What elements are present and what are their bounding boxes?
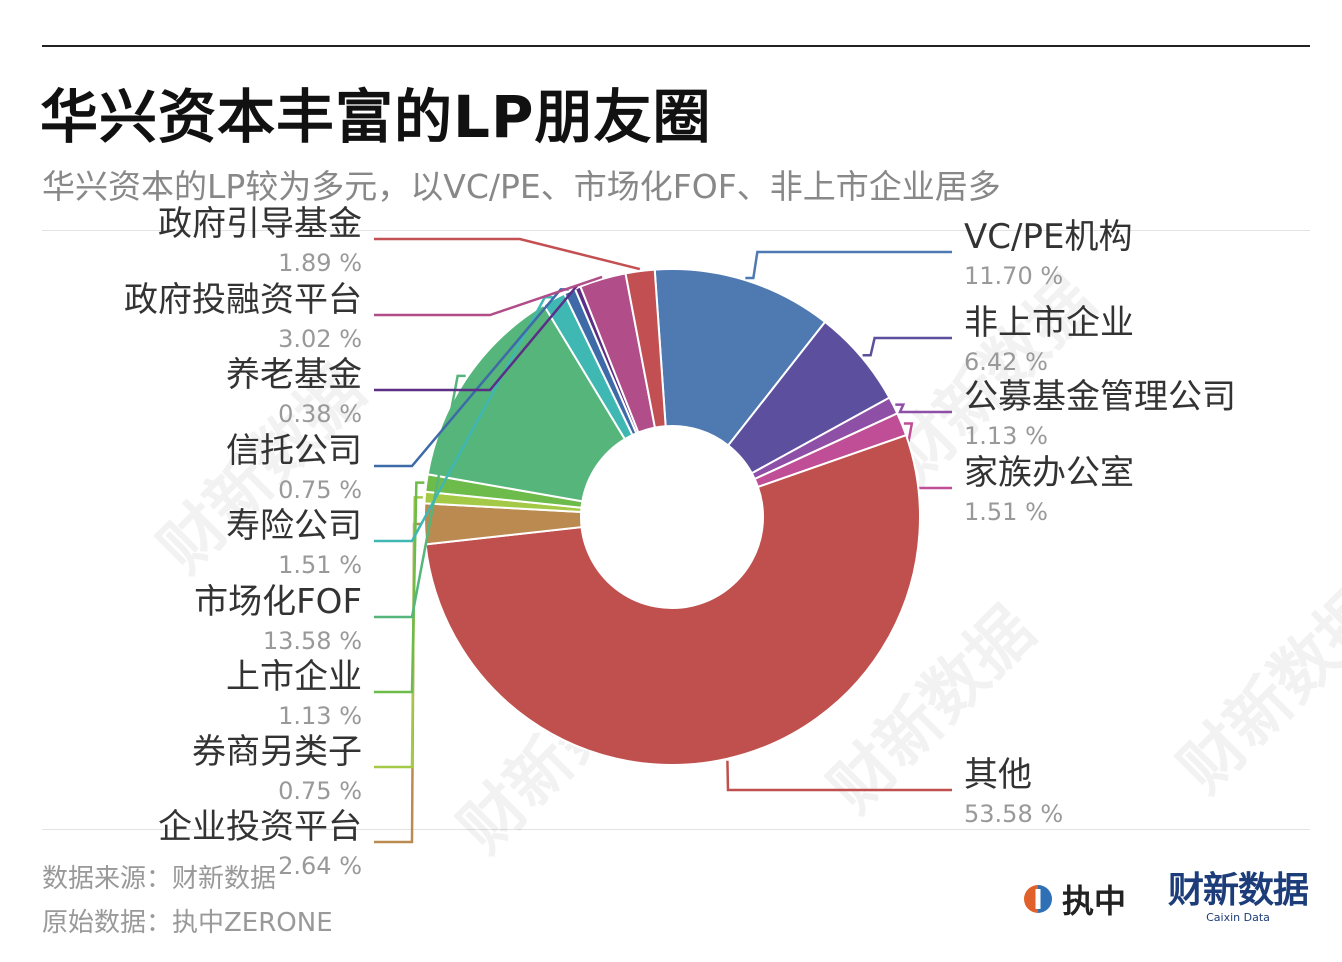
slice-value: 1.13 % — [278, 702, 362, 730]
zerone-logo: 执中 — [1022, 876, 1126, 922]
zerone-logo-mark — [1024, 885, 1052, 913]
leader-line — [374, 295, 553, 543]
slice-label: 政府引导基金 — [158, 204, 362, 244]
slice-label: 公募基金管理公司 — [964, 377, 1236, 417]
leader-line — [374, 237, 641, 271]
slice-value: 1.89 % — [278, 249, 362, 277]
donut-slice — [624, 268, 667, 429]
caixin-logo-subtext: Caixin Data — [1206, 911, 1270, 924]
slice-value: 11.70 % — [964, 262, 1063, 290]
slice-value: 2.64 % — [278, 852, 362, 880]
leader-line — [374, 374, 466, 619]
gridline-top — [42, 230, 1310, 231]
leader-line — [726, 760, 952, 792]
slice-value: 1.51 % — [964, 498, 1048, 526]
slice-value: 0.38 % — [278, 400, 362, 428]
donut-slice — [426, 303, 627, 503]
slice-label: 其他 — [964, 755, 1032, 795]
donut-slice — [653, 268, 827, 447]
caixin-logo-text: 财新数据 — [1168, 870, 1309, 911]
slice-value: 0.75 % — [278, 777, 362, 805]
top-rule — [42, 45, 1310, 47]
gridline-bottom — [42, 829, 1310, 830]
source-note: 数据来源：财新数据 — [42, 864, 277, 894]
slice-value: 3.02 % — [278, 325, 362, 353]
caixin-data-logo: 财新数据 Caixin Data — [1168, 870, 1309, 924]
slice-label: 养老基金 — [226, 355, 362, 395]
slice-value: 1.51 % — [278, 551, 362, 579]
slice-label: 上市企业 — [226, 657, 362, 697]
slice-value: 53.58 % — [964, 800, 1063, 828]
slice-label: VC/PE机构 — [964, 217, 1132, 257]
leader-line — [862, 336, 952, 357]
chart-subtitle: 华兴资本的LP较为多元，以VC/PE、市场化FOF、非上市企业居多 — [42, 167, 1001, 206]
zerone-logo-text: 执中 — [1062, 882, 1127, 920]
slice-label: 家族办公室 — [964, 453, 1134, 493]
slice-value: 0.75 % — [278, 476, 362, 504]
slice-label: 信托公司 — [226, 431, 362, 471]
original-data-note: 原始数据：执中ZERONE — [42, 908, 333, 938]
leader-line — [374, 275, 603, 317]
slice-label: 企业投资平台 — [158, 807, 362, 847]
donut-slice — [424, 433, 921, 766]
leader-line — [895, 403, 952, 414]
chart-title: 华兴资本丰富的LP朋友圈 — [40, 83, 712, 151]
slice-label: 寿险公司 — [226, 506, 362, 546]
slice-label: 非上市企业 — [964, 303, 1134, 343]
slice-label: 券商另类子 — [192, 732, 362, 772]
leader-line — [374, 481, 425, 694]
leader-line — [374, 284, 578, 392]
slice-value: 13.58 % — [263, 627, 362, 655]
slice-value: 1.13 % — [964, 422, 1048, 450]
slice-value: 6.42 % — [964, 348, 1048, 376]
slice-label: 市场化FOF — [194, 582, 362, 622]
leader-line — [745, 250, 952, 280]
slice-label: 政府投融资平台 — [124, 280, 362, 320]
